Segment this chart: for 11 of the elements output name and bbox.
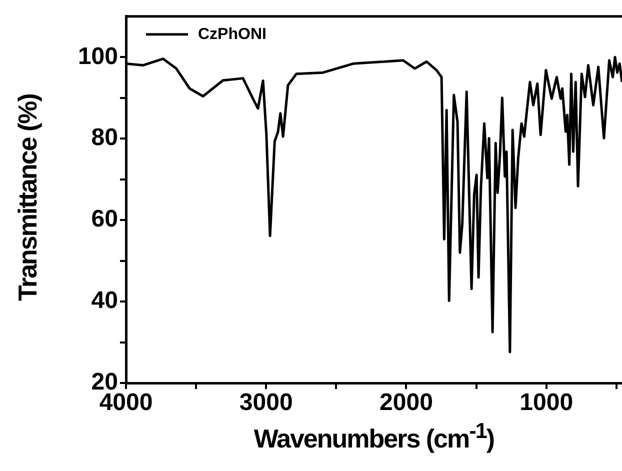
x-tick-label: 3000 <box>239 389 293 416</box>
x-axis-title: Wavenumbers (cm$^{-1}$) <box>252 418 496 455</box>
x-tick-label: 2000 <box>380 389 433 416</box>
y-axis-title: Transmittance (%) <box>12 93 44 303</box>
x-tick-label: 4000 <box>99 389 153 416</box>
x-tick-label: 1000 <box>520 389 574 416</box>
y-tick-label: 80 <box>91 124 118 152</box>
y-tick-label: 100 <box>78 42 118 70</box>
y-tick-label: 40 <box>91 287 118 314</box>
legend-label: CzPhONI <box>198 26 266 43</box>
y-tick-label: 60 <box>91 206 118 233</box>
